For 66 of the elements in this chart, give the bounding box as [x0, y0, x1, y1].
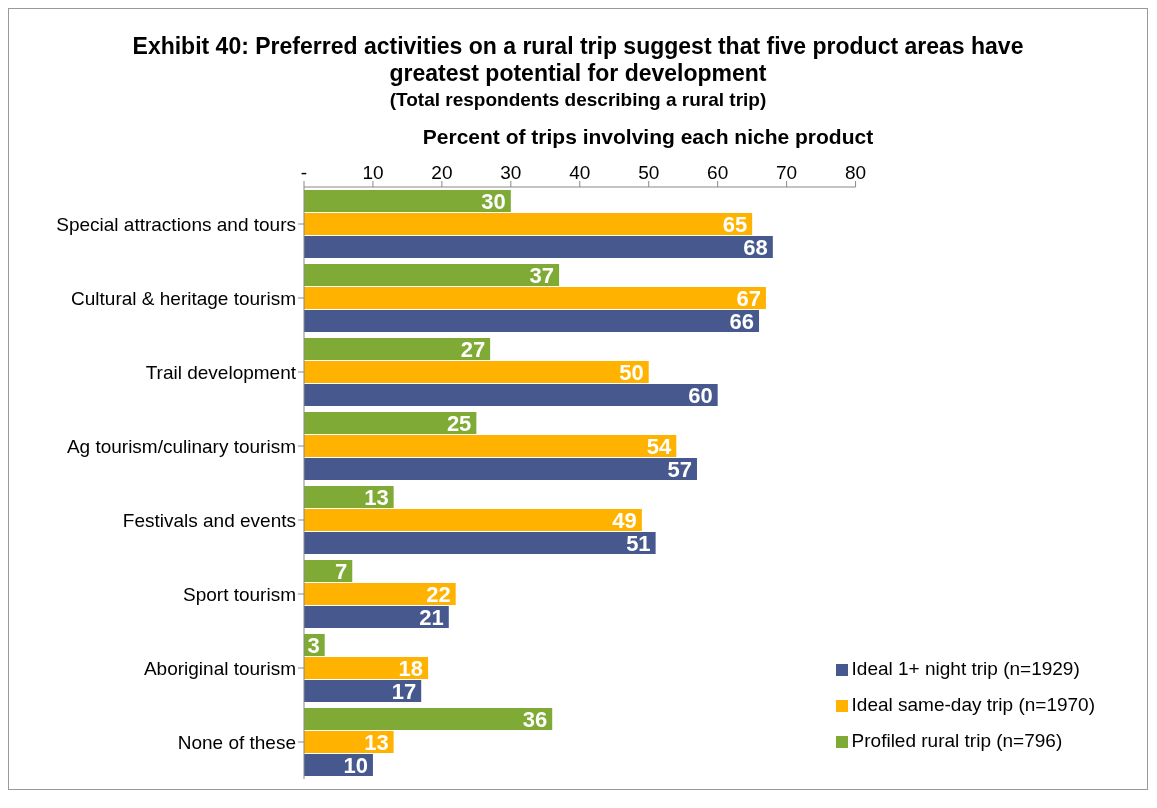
bar — [304, 213, 753, 235]
data-label: 27 — [460, 336, 486, 362]
data-label: 67 — [736, 285, 761, 311]
bar — [304, 310, 760, 332]
data-label: 37 — [529, 262, 555, 288]
x-tick-label: - — [300, 162, 308, 183]
data-label: 65 — [722, 211, 748, 237]
data-label: 18 — [398, 655, 424, 681]
bar — [304, 509, 642, 531]
bar — [304, 361, 649, 383]
y-tick-label: Festivals and events — [122, 509, 296, 531]
data-label: 49 — [612, 507, 637, 533]
bar — [304, 190, 511, 212]
y-tick-label: Aboriginal tourism — [143, 657, 296, 679]
x-tick-label: 50 — [638, 162, 660, 183]
chart-subtitle: (Total respondents describing a rural trip) — [388, 89, 768, 111]
data-label: 66 — [729, 308, 755, 334]
data-label: 3 — [307, 632, 320, 658]
legend-label: Profiled rural trip (n=796) — [851, 730, 1063, 751]
data-label: 54 — [646, 433, 673, 459]
data-label: 68 — [743, 234, 768, 260]
bar — [304, 458, 697, 480]
x-tick-label: 80 — [844, 162, 867, 183]
x-tick-label: 70 — [776, 162, 798, 183]
y-tick-label: Trail development — [145, 361, 297, 383]
data-label: 10 — [343, 752, 368, 778]
y-tick-label: None of these — [177, 731, 296, 753]
legend-label: Ideal same-day trip (n=1970) — [851, 694, 1095, 715]
bar — [304, 435, 677, 457]
legend-label: Ideal 1+ night trip (n=1929) — [851, 658, 1080, 679]
bar — [304, 412, 477, 434]
bar — [304, 606, 449, 628]
data-label: 60 — [688, 382, 713, 408]
bar — [304, 236, 773, 258]
bar — [304, 532, 656, 554]
data-label: 17 — [391, 678, 417, 704]
bar — [304, 657, 429, 679]
bar — [304, 287, 766, 309]
data-label: 7 — [335, 558, 348, 584]
y-tick-label: Ag tourism/culinary tourism — [66, 435, 296, 457]
chart-title: Exhibit 40: Preferred activities on a rural trip suggest that five product areas have greatest potential for development — [131, 33, 1025, 87]
x-tick-label: 10 — [362, 162, 384, 183]
bar — [304, 264, 560, 286]
x-tick-label: 20 — [431, 162, 453, 183]
x-tick-label: 40 — [569, 162, 591, 183]
bar — [304, 708, 553, 730]
y-tick-label: Cultural & heritage tourism — [71, 287, 296, 309]
data-label: 50 — [619, 359, 644, 385]
data-label: 51 — [626, 530, 651, 556]
data-label: 21 — [419, 604, 444, 630]
data-label: 36 — [522, 706, 548, 732]
y-tick-label: Sport tourism — [183, 583, 296, 605]
data-label: 22 — [426, 581, 451, 607]
y-tick-label: Special attractions and tours — [56, 213, 296, 235]
bar — [304, 583, 456, 605]
bar — [304, 680, 422, 702]
bar — [304, 338, 491, 360]
x-axis-title: Percent of trips involving each niche product — [421, 125, 875, 149]
x-tick-label: 60 — [707, 162, 729, 183]
x-tick-label: 30 — [500, 162, 522, 183]
data-label: 13 — [364, 484, 389, 510]
data-label: 25 — [446, 410, 472, 436]
data-label: 30 — [481, 188, 506, 214]
data-label: 13 — [364, 729, 389, 755]
data-label: 57 — [667, 456, 692, 482]
bar — [304, 384, 718, 406]
